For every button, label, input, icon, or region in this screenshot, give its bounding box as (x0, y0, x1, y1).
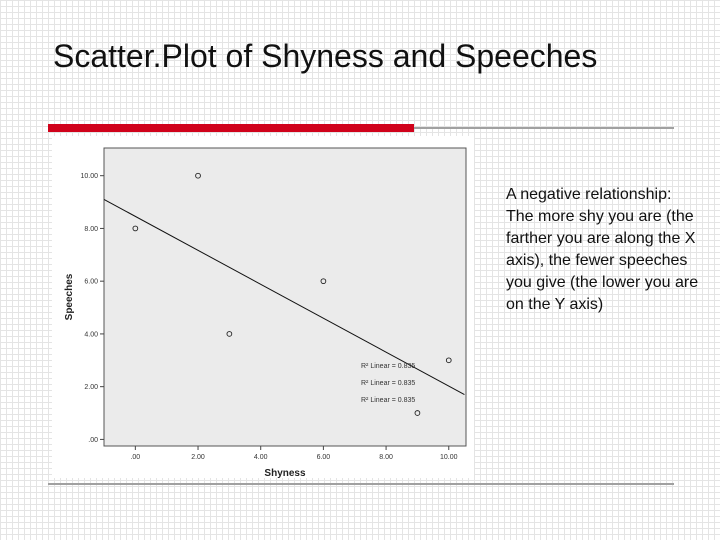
slide-caption: A negative relationship: The more shy yo… (506, 186, 699, 313)
data-points (132, 172, 452, 416)
x-tick-label: 10.00 (440, 454, 458, 461)
title-divider-line (414, 127, 674, 129)
x-tick-label: .00 (130, 454, 140, 461)
y-tick-label: 2.00 (84, 384, 98, 391)
x-axis: .00 2.00 4.00 6.00 8.00 10.00 (130, 446, 458, 461)
fit-label: R² Linear = 0.835 (361, 397, 415, 404)
y-tick-label: 4.00 (84, 331, 98, 338)
footer-divider (48, 483, 674, 485)
y-tick-label: 6.00 (84, 279, 98, 286)
title-divider-accent (48, 124, 414, 132)
data-point (226, 331, 233, 337)
data-point (132, 225, 139, 232)
x-axis-label: Shyness (264, 468, 306, 478)
x-tick-label: 2.00 (191, 454, 205, 461)
y-tick-label: 10.00 (80, 173, 98, 180)
x-tick-label: 6.00 (317, 454, 331, 461)
y-axis-label: Speeches (64, 273, 75, 320)
data-point (195, 172, 201, 179)
slide-title: Scatter.Plot of Shyness and Speeches (53, 38, 598, 74)
data-point (414, 410, 421, 416)
y-axis: .00 2.00 4.00 6.00 8.00 10.00 (80, 173, 104, 444)
y-tick-label: 8.00 (84, 226, 98, 233)
y-tick-label: .00 (88, 437, 98, 444)
scatter-chart-svg: .00 2.00 4.00 6.00 8.00 10.00 .00 2.00 4.00 6.00… (64, 147, 467, 478)
fit-labels: R² Linear = 0.835 R² Linear = 0.835 R² Lin… (361, 363, 415, 404)
data-point (320, 278, 327, 285)
fit-line (103, 198, 465, 396)
scatter-chart: .00 2.00 4.00 6.00 8.00 10.00 .00 2.00 4.00 6.00… (52, 136, 474, 478)
fit-label: R² Linear = 0.835 (361, 380, 415, 387)
fit-label: R² Linear = 0.835 (361, 363, 415, 370)
x-tick-label: 4.00 (254, 454, 268, 461)
title-divider (48, 124, 674, 132)
data-point (445, 357, 452, 364)
x-tick-label: 8.00 (379, 454, 393, 461)
